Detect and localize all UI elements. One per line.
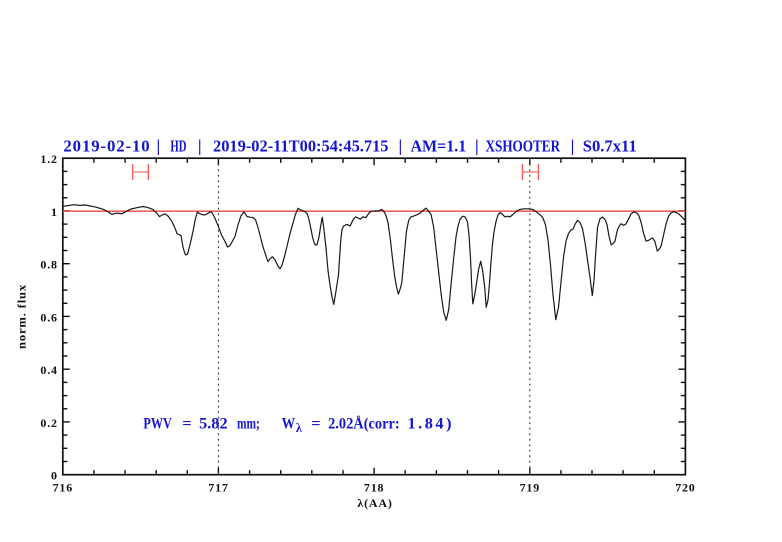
svg-text:AM=1.1: AM=1.1: [411, 137, 467, 156]
svg-text:XSHOOTER: XSHOOTER: [486, 137, 561, 156]
svg-text:717: 717: [208, 480, 228, 494]
svg-text:norm. flux: norm. flux: [14, 284, 28, 349]
svg-text:5.82: 5.82: [199, 414, 228, 433]
svg-text:|: |: [198, 137, 202, 156]
svg-text:0.4: 0.4: [40, 363, 57, 377]
svg-text:λ(AA): λ(AA): [357, 496, 392, 510]
svg-text:|: |: [156, 137, 160, 156]
svg-text:718: 718: [364, 480, 384, 494]
svg-text:1: 1: [51, 205, 58, 219]
svg-text:716: 716: [53, 480, 73, 494]
svg-text:0.6: 0.6: [40, 310, 57, 324]
svg-text:HD: HD: [170, 137, 186, 156]
svg-text:0: 0: [51, 468, 58, 482]
svg-text:PWV: PWV: [143, 414, 172, 433]
svg-text:|: |: [475, 137, 479, 156]
svg-text:mm;: mm;: [237, 414, 260, 433]
svg-text:=: =: [182, 414, 191, 433]
svg-text:2019-02-10: 2019-02-10: [63, 137, 149, 156]
svg-text:λ: λ: [296, 421, 303, 435]
svg-text:2019-02-11T00:54:45.715: 2019-02-11T00:54:45.715: [213, 137, 389, 156]
svg-text:W: W: [282, 414, 296, 433]
svg-text:719: 719: [520, 480, 540, 494]
svg-text:|: |: [398, 137, 402, 156]
svg-text:1.2: 1.2: [40, 152, 57, 166]
svg-text:2.02Å(corr:: 2.02Å(corr:: [328, 414, 400, 433]
svg-text:S0.7x11: S0.7x11: [583, 137, 637, 156]
svg-text:=: =: [311, 414, 320, 433]
svg-text:|: |: [571, 137, 575, 156]
svg-text:0.8: 0.8: [40, 258, 57, 272]
svg-text:720: 720: [675, 480, 695, 494]
svg-text:1.84): 1.84): [408, 414, 452, 433]
svg-text:0.2: 0.2: [40, 416, 57, 430]
